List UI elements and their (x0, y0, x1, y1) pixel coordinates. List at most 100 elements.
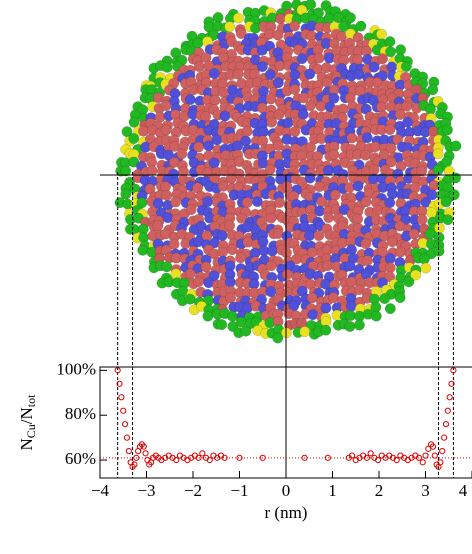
data-point (415, 454, 423, 461)
atom (226, 244, 238, 256)
plot-frame (99, 366, 472, 479)
data-point (125, 447, 132, 455)
atom (379, 293, 391, 304)
atom (346, 132, 358, 144)
atom (184, 268, 196, 280)
atom (323, 212, 335, 223)
atom (170, 196, 181, 208)
atom (353, 319, 365, 331)
atom (304, 230, 315, 242)
atom (256, 61, 268, 73)
x-tick-label: 0 (282, 481, 291, 500)
data-point (422, 452, 429, 459)
atom (392, 133, 404, 145)
atom (345, 12, 356, 24)
atom (361, 132, 373, 144)
atom (370, 310, 382, 322)
atom (160, 100, 172, 112)
atom (289, 20, 300, 32)
atom (320, 302, 332, 314)
atom (217, 180, 229, 192)
atom (273, 109, 285, 121)
data-point (116, 380, 123, 387)
atom (289, 84, 301, 95)
x-tick-label: 3 (421, 481, 430, 500)
atom (274, 13, 286, 25)
atom (432, 148, 444, 160)
atom (304, 100, 316, 112)
atom (120, 165, 132, 177)
data-point (221, 454, 228, 461)
atom (368, 61, 380, 73)
y-axis-label: NCu/Ntot (17, 394, 38, 451)
atom (368, 164, 380, 176)
atom (346, 276, 358, 288)
atom (304, 68, 316, 80)
atom (265, 212, 277, 224)
atom (274, 197, 286, 209)
atom (272, 140, 284, 151)
atom (203, 140, 215, 152)
atom (385, 46, 397, 58)
x-tick-label: −4 (91, 481, 110, 500)
data-point (324, 454, 331, 461)
atom (282, 117, 294, 129)
atom (299, 326, 311, 338)
data-point (114, 367, 121, 374)
data-point (429, 443, 437, 450)
data-point (301, 454, 308, 461)
atom (328, 149, 340, 161)
atom (161, 189, 173, 201)
atom (442, 124, 453, 136)
atom (440, 196, 452, 208)
data-point (367, 450, 374, 457)
atom (200, 261, 212, 273)
atom (418, 253, 430, 265)
atom (241, 125, 253, 137)
atom (410, 269, 422, 281)
atom (403, 276, 415, 288)
atom (296, 53, 308, 65)
atom (272, 332, 284, 344)
atom (120, 188, 132, 200)
y-tick-label: 60% (65, 449, 96, 468)
atom (128, 116, 140, 128)
atom (224, 220, 236, 232)
atom (161, 261, 173, 273)
atom (225, 292, 237, 304)
data-point (363, 454, 371, 461)
atom (193, 276, 205, 288)
y-tick-label: 100% (56, 359, 96, 378)
data-point (446, 394, 453, 401)
atom (264, 69, 276, 81)
atom (376, 101, 387, 113)
atom (313, 52, 325, 64)
atom (235, 316, 247, 328)
atom (251, 196, 263, 208)
atom (384, 197, 396, 209)
data-point (419, 459, 426, 466)
x-tick-label: 2 (375, 481, 384, 500)
atom (320, 324, 332, 336)
atom (219, 110, 231, 122)
atom (352, 213, 364, 225)
chart: 60% 80% 100% −4 −3 −2 −1 0 1 2 3 4 r (nm) NCu/Ntot (17, 172, 472, 522)
atom (395, 246, 406, 258)
atom (289, 126, 301, 138)
atom (394, 292, 406, 304)
atom (400, 61, 412, 72)
data-point (450, 367, 457, 374)
atom (257, 236, 269, 248)
data-point (140, 443, 147, 450)
data-point (348, 452, 356, 459)
atom (305, 0, 317, 10)
atom (272, 29, 284, 41)
atom (416, 214, 428, 226)
atom (369, 141, 381, 153)
atom (329, 189, 341, 201)
atom (376, 28, 387, 40)
atom (281, 268, 293, 280)
atom (450, 140, 462, 152)
